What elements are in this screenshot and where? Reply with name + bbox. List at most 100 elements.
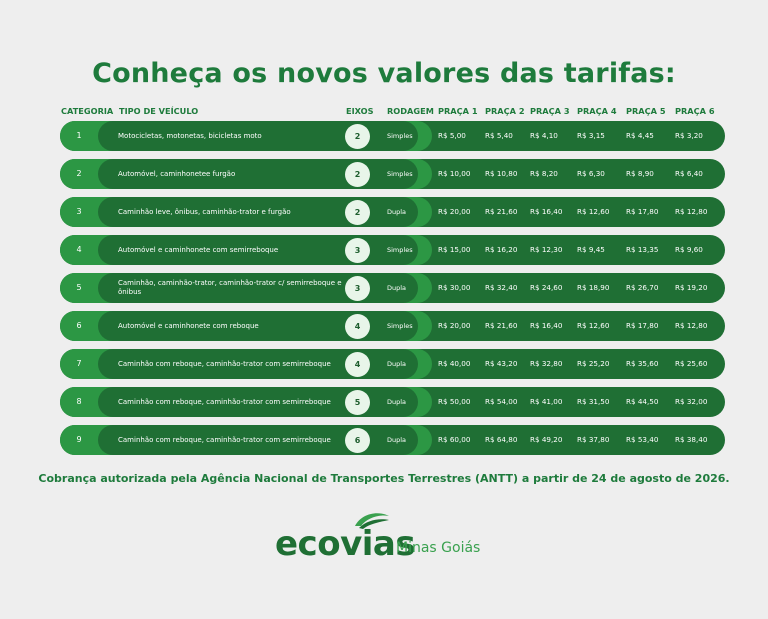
row-vehicle-type: Motocicletas, motonetas, bicicletas moto: [118, 131, 262, 140]
row-price-praca-2: R$ 21,60: [485, 207, 518, 216]
row-price-praca-1: R$ 50,00: [438, 397, 471, 406]
table-row: 4 Automóvel e caminhonete com semirreboqu…: [60, 235, 725, 265]
row-wheel-type: Simples: [387, 322, 413, 330]
row-wheel-type: Dupla: [387, 208, 407, 216]
row-axles-badge: 4: [345, 352, 370, 377]
row-price-praca-4: R$ 18,90: [577, 283, 610, 292]
row-price-praca-4: R$ 31,50: [577, 397, 610, 406]
row-price-praca-3: R$ 4,10: [530, 131, 558, 140]
row-category: 3: [76, 207, 82, 216]
row-price-praca-3: R$ 49,20: [530, 435, 563, 444]
row-price-praca-3: R$ 16,40: [530, 207, 563, 216]
row-price-praca-4: R$ 37,80: [577, 435, 610, 444]
table-row: 3 Caminhão leve, ônibus, caminhão-trator …: [60, 197, 725, 227]
row-price-praca-5: R$ 13,35: [626, 245, 659, 254]
row-wheel-type: Simples: [387, 132, 413, 140]
header-categoria: CATEGORIA: [61, 106, 114, 116]
row-price-praca-2: R$ 16,20: [485, 245, 518, 254]
header-praca-6: PRAÇA 6: [675, 106, 715, 116]
row-axles-badge: 3: [345, 238, 370, 263]
row-price-praca-5: R$ 4,45: [626, 131, 654, 140]
row-axles-badge: 2: [345, 162, 370, 187]
row-price-praca-6: R$ 25,60: [675, 359, 708, 368]
row-price-praca-4: R$ 12,60: [577, 321, 610, 330]
table-row: 8 Caminhão com reboque, caminhão-trator c…: [60, 387, 725, 417]
row-price-praca-5: R$ 44,50: [626, 397, 659, 406]
row-price-praca-6: R$ 19,20: [675, 283, 708, 292]
row-wheel-type: Simples: [387, 246, 413, 254]
row-price-praca-1: R$ 5,00: [438, 131, 466, 140]
row-category: 9: [76, 435, 82, 444]
row-axles-badge: 2: [345, 124, 370, 149]
row-vehicle-type: Caminhão, caminhão-trator, caminhão-trat…: [118, 279, 342, 296]
row-price-praca-2: R$ 54,00: [485, 397, 518, 406]
row-vehicle-type: Automóvel, caminhonetee furgão: [118, 169, 236, 178]
row-price-praca-3: R$ 24,60: [530, 283, 563, 292]
row-axles-badge: 3: [345, 276, 370, 301]
row-wheel-type: Dupla: [387, 398, 407, 406]
row-price-praca-1: R$ 20,00: [438, 207, 471, 216]
header-eixos: EIXOS: [346, 106, 374, 116]
row-price-praca-5: R$ 35,60: [626, 359, 659, 368]
table-row: 5 Caminhão, caminhão-trator, caminhão-tra…: [60, 273, 725, 303]
header-praca-4: PRAÇA 4: [577, 106, 617, 116]
header-praca-3: PRAÇA 3: [530, 106, 570, 116]
row-price-praca-6: R$ 6,40: [675, 169, 703, 178]
table-row: 9 Caminhão com reboque, caminhão-trator c…: [60, 425, 725, 455]
row-category: 2: [76, 169, 82, 178]
row-price-praca-4: R$ 6,30: [577, 169, 605, 178]
row-axles-badge: 5: [345, 390, 370, 415]
row-price-praca-6: R$ 12,80: [675, 207, 708, 216]
row-price-praca-5: R$ 8,90: [626, 169, 654, 178]
header-praca-5: PRAÇA 5: [626, 106, 666, 116]
row-price-praca-5: R$ 26,70: [626, 283, 659, 292]
row-price-praca-6: R$ 32,00: [675, 397, 708, 406]
brand-region: Minas Goiás: [396, 540, 481, 556]
row-category: 1: [76, 131, 82, 140]
row-price-praca-3: R$ 32,80: [530, 359, 563, 368]
row-price-praca-1: R$ 20,00: [438, 321, 471, 330]
brand-name: ecovias: [275, 524, 416, 564]
row-wheel-type: Dupla: [387, 284, 407, 292]
table-header: CATEGORIA TIPO DE VEÍCULO EIXOS RODAGEM …: [0, 106, 768, 120]
row-vehicle-type: Automóvel e caminhonete com semirreboque: [118, 245, 279, 254]
row-price-praca-1: R$ 40,00: [438, 359, 471, 368]
row-vehicle-type: Caminhão com reboque, caminhão-trator co…: [118, 435, 331, 444]
row-price-praca-5: R$ 17,80: [626, 321, 659, 330]
row-price-praca-3: R$ 8,20: [530, 169, 558, 178]
row-vehicle-type: Automóvel e caminhonete com reboque: [118, 321, 259, 330]
row-price-praca-1: R$ 15,00: [438, 245, 471, 254]
leaf-icon: [355, 513, 389, 529]
row-category: 6: [76, 321, 82, 330]
row-price-praca-1: R$ 30,00: [438, 283, 471, 292]
header-praca-2: PRAÇA 2: [485, 106, 525, 116]
header-praca-1: PRAÇA 1: [438, 106, 478, 116]
row-wheel-type: Dupla: [387, 360, 407, 368]
row-price-praca-4: R$ 12,60: [577, 207, 610, 216]
row-price-praca-3: R$ 41,00: [530, 397, 563, 406]
row-wheel-type: Dupla: [387, 436, 407, 444]
page-title: Conheça os novos valores das tarifas:: [92, 58, 676, 89]
row-price-praca-6: R$ 12,80: [675, 321, 708, 330]
row-price-praca-2: R$ 21,60: [485, 321, 518, 330]
row-category: 8: [76, 397, 82, 406]
table-row: 6 Automóvel e caminhonete com reboque 4 Sim…: [60, 311, 725, 341]
row-category: 7: [76, 359, 82, 368]
row-price-praca-1: R$ 10,00: [438, 169, 471, 178]
row-price-praca-1: R$ 60,00: [438, 435, 471, 444]
row-price-praca-6: R$ 38,40: [675, 435, 708, 444]
authorization-note: Cobrança autorizada pela Agência Naciona…: [38, 472, 730, 485]
row-axles-badge: 2: [345, 200, 370, 225]
row-price-praca-2: R$ 32,40: [485, 283, 518, 292]
table-row: 7 Caminhão com reboque, caminhão-trator c…: [60, 349, 725, 379]
row-price-praca-5: R$ 17,80: [626, 207, 659, 216]
ecovias-logo: ecovias Minas Goiás: [275, 510, 505, 564]
row-price-praca-3: R$ 12,30: [530, 245, 563, 254]
row-price-praca-4: R$ 25,20: [577, 359, 610, 368]
row-price-praca-2: R$ 5,40: [485, 131, 513, 140]
row-wheel-type: Simples: [387, 170, 413, 178]
table-row: 2 Automóvel, caminhonetee furgão 2 Simples R…: [60, 159, 725, 189]
row-category: 4: [76, 245, 82, 254]
row-axles-badge: 6: [345, 428, 370, 453]
row-price-praca-2: R$ 10,80: [485, 169, 518, 178]
